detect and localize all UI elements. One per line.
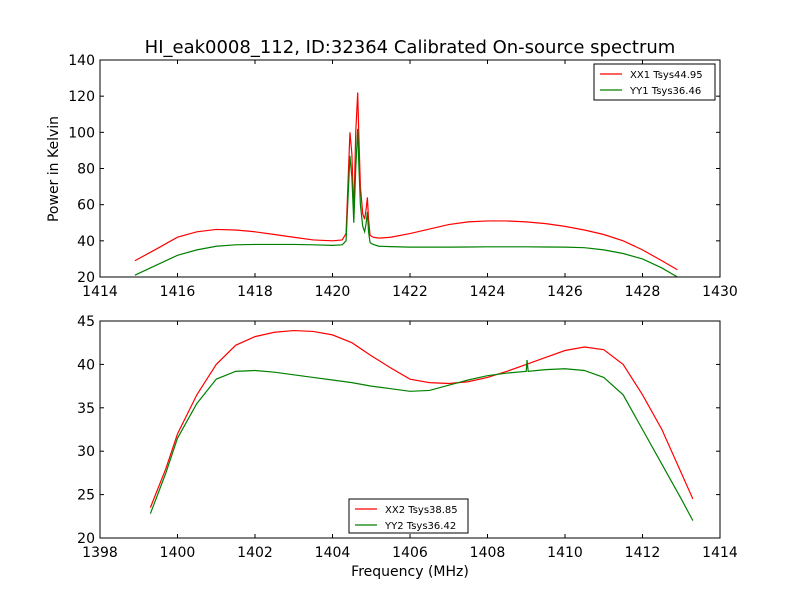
top-y-tick-label-2: 60 bbox=[77, 198, 95, 214]
bottom-y-tick-label-5: 45 bbox=[77, 314, 95, 330]
bottom-x-tick-label-2: 1402 bbox=[237, 545, 273, 561]
top-legend-label-0: XX1 Tsys44.95 bbox=[630, 70, 703, 81]
top-y-tick-label-5: 120 bbox=[68, 89, 95, 105]
chart-title: HI_eak0008_112, ID:32364 Calibrated On-s… bbox=[145, 37, 676, 58]
bottom-y-tick-label-0: 20 bbox=[77, 531, 95, 547]
bottom-x-tick-label-4: 1406 bbox=[392, 545, 428, 561]
bottom-series-line-0 bbox=[149, 329, 694, 508]
bottom-x-tick-label-5: 1408 bbox=[470, 545, 506, 561]
y-axis-label-top: Power in Kelvin bbox=[46, 116, 62, 222]
top-series-line-0 bbox=[134, 92, 678, 271]
top-series-line-1 bbox=[134, 128, 678, 277]
bottom-y-tick-label-2: 30 bbox=[77, 444, 95, 460]
bottom-legend-label-0: XX2 Tsys38.85 bbox=[385, 505, 458, 516]
bottom-x-tick-label-7: 1412 bbox=[625, 545, 661, 561]
bottom-legend-label-1: YY2 Tsys36.42 bbox=[384, 521, 456, 532]
top-legend-label-1: YY1 Tsys36.46 bbox=[629, 86, 701, 97]
top-y-tick-label-6: 140 bbox=[68, 53, 95, 69]
top-legend-box bbox=[593, 63, 716, 101]
bottom-x-tick-label-1: 1400 bbox=[160, 545, 196, 561]
bottom-legend-box bbox=[348, 498, 469, 534]
top-y-tick-label-1: 40 bbox=[77, 234, 95, 250]
top-x-tick-label-4: 1422 bbox=[392, 284, 428, 300]
top-x-tick-label-8: 1430 bbox=[702, 284, 738, 300]
top-y-tick-label-4: 100 bbox=[68, 125, 95, 141]
bottom-x-tick-label-0: 1398 bbox=[82, 545, 118, 561]
top-x-tick-label-2: 1418 bbox=[237, 284, 273, 300]
bottom-y-tick-label-1: 25 bbox=[77, 488, 95, 504]
top-x-tick-label-0: 1414 bbox=[82, 284, 118, 300]
plot-bottom: 1398 1400 1402 1404 1406 1408 1410 1412 1414 20 25… bbox=[77, 314, 738, 561]
top-y-tick-label-3: 80 bbox=[77, 162, 95, 178]
top-x-tick-label-5: 1424 bbox=[470, 284, 506, 300]
top-x-tick-label-1: 1416 bbox=[160, 284, 196, 300]
bottom-y-tick-label-4: 40 bbox=[77, 357, 95, 373]
plot-top: 1414 1416 1418 1420 1422 1424 1426 1428 1430 20 40… bbox=[68, 53, 738, 300]
top-x-tick-label-6: 1426 bbox=[547, 284, 583, 300]
x-axis-label-bottom: Frequency (MHz) bbox=[351, 564, 469, 580]
top-x-tick-label-7: 1428 bbox=[625, 284, 661, 300]
bottom-x-tick-label-6: 1410 bbox=[547, 545, 583, 561]
bottom-x-tick-label-8: 1414 bbox=[702, 545, 738, 561]
top-y-tick-label-0: 20 bbox=[77, 270, 95, 286]
bottom-series-line-1 bbox=[149, 359, 694, 521]
bottom-y-tick-label-3: 35 bbox=[77, 401, 95, 417]
bottom-x-tick-label-3: 1404 bbox=[315, 545, 351, 561]
top-x-tick-label-3: 1420 bbox=[315, 284, 351, 300]
